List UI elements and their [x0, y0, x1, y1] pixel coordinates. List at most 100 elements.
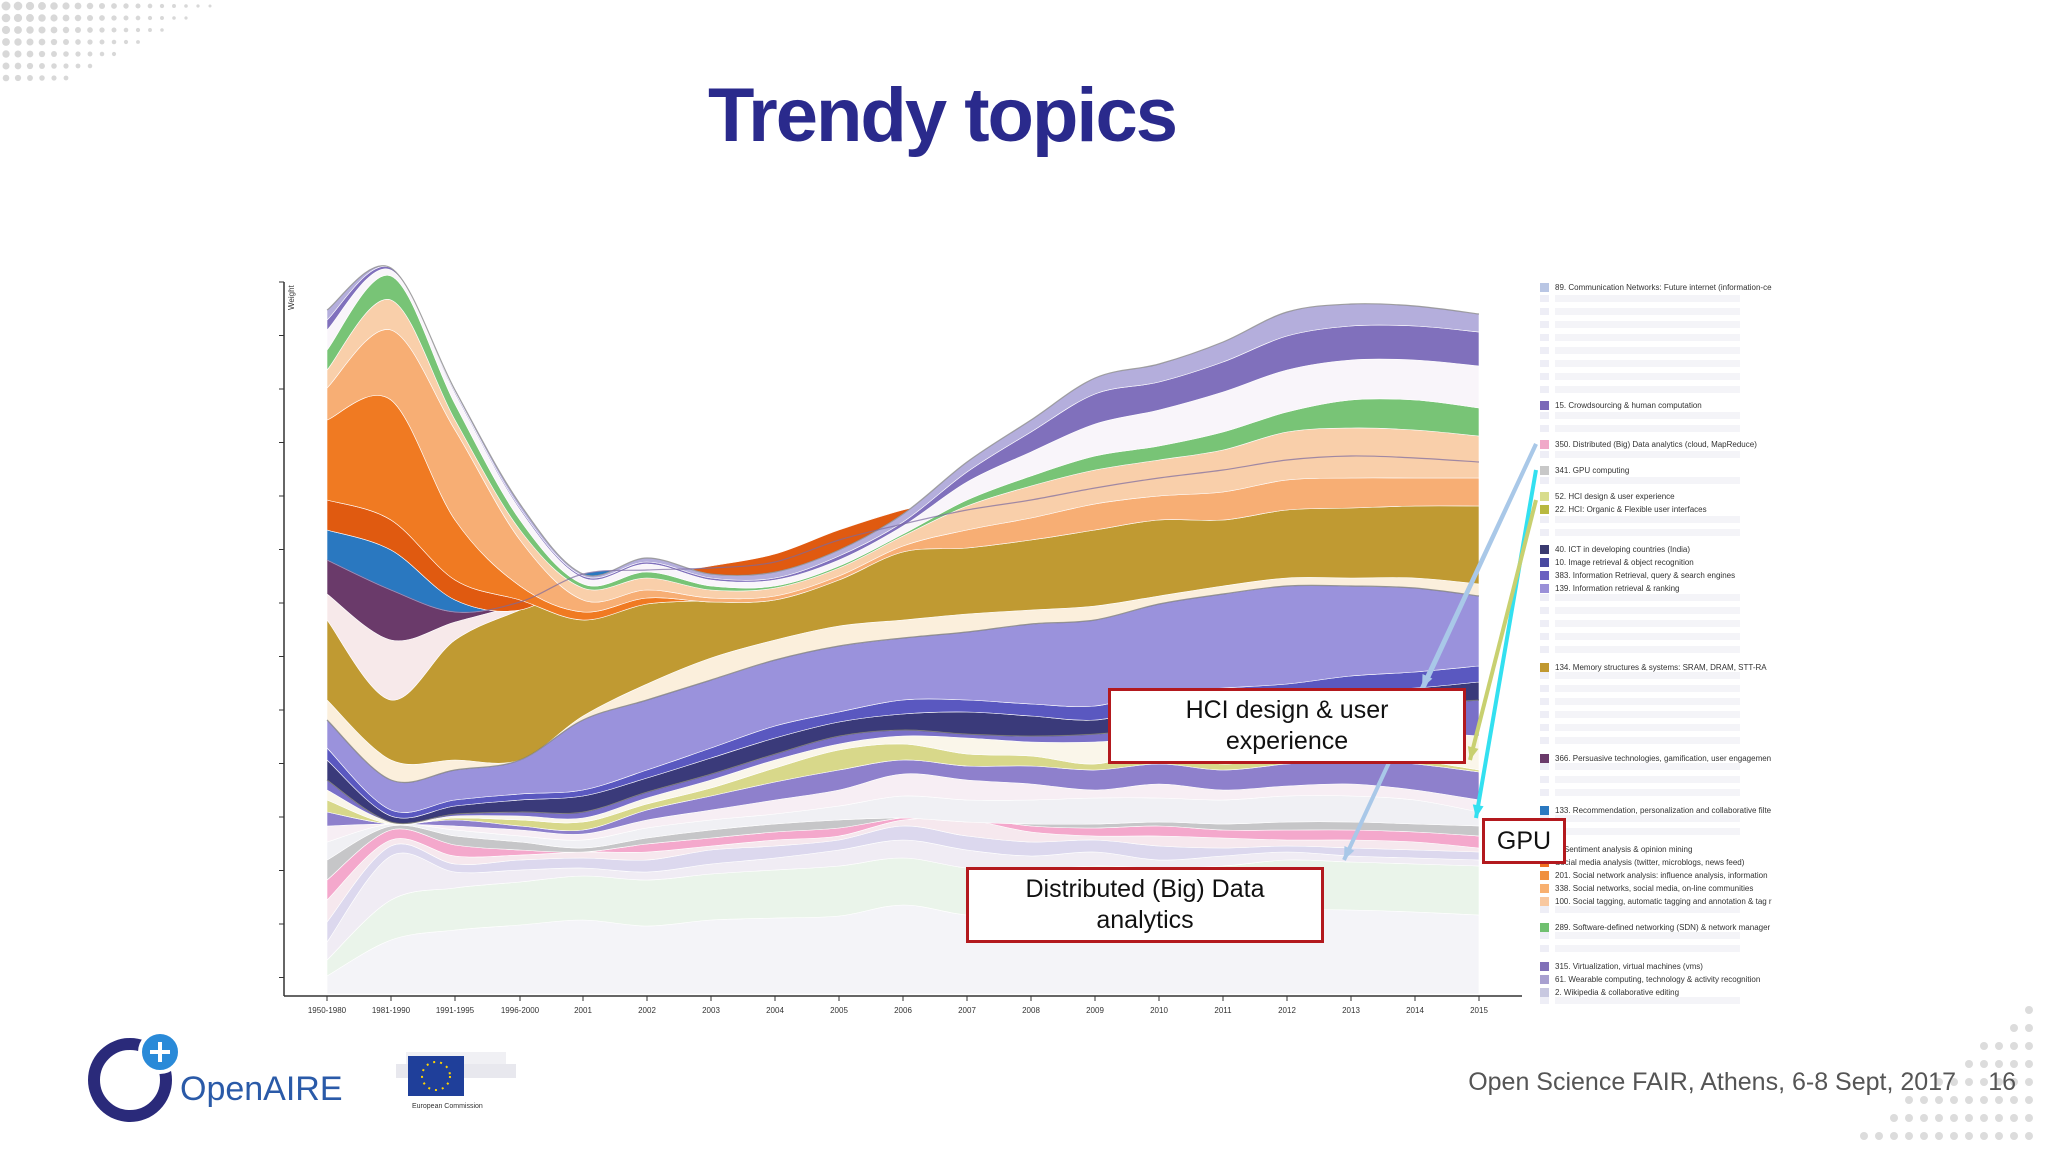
legend-item[interactable]: 61. Wearable computing, technology & act…: [1540, 972, 1795, 986]
legend-label: 341. GPU computing: [1555, 465, 1630, 475]
legend-item-faded: [1540, 711, 1780, 718]
legend-item-faded: [1540, 607, 1780, 614]
legend-swatch: [1540, 439, 1549, 449]
x-tick-label: 2001: [574, 1006, 592, 1015]
slide-title: Trendy topics: [707, 73, 1178, 158]
x-tick-label: 2013: [1342, 1006, 1360, 1015]
openaire-logo: OpenAIRE: [88, 1030, 343, 1122]
legend-item[interactable]: 201. Social network analysis: influence …: [1540, 868, 1795, 882]
legend-item[interactable]: 139. Information retrieval & ranking: [1540, 581, 1795, 595]
legend-item-faded: [1540, 828, 1780, 835]
legend-label: 139. Information retrieval & ranking: [1555, 583, 1680, 593]
legend-item-faded: [1540, 932, 1780, 939]
x-tick-label: 2010: [1150, 1006, 1168, 1015]
legend-item-faded: [1540, 724, 1780, 731]
legend-item-faded: [1540, 308, 1780, 315]
y-axis-label: Weight: [287, 284, 296, 310]
x-tick-label: 2011: [1214, 1006, 1232, 1015]
legend-item-faded: [1540, 412, 1780, 419]
legend-item[interactable]: 100. Social tagging, automatic tagging a…: [1540, 894, 1795, 908]
legend-item-faded: [1540, 763, 1780, 770]
legend-swatch: [1540, 753, 1549, 763]
stream-outline: [326, 455, 1480, 613]
legend-item[interactable]: 289. Software-defined networking (SDN) &…: [1540, 920, 1795, 934]
legend-item-faded: [1540, 360, 1780, 367]
legend-item-faded: [1540, 334, 1780, 341]
x-tick-label: 1996-2000: [501, 1006, 540, 1015]
legend-item[interactable]: 134. Memory structures & systems: SRAM, …: [1540, 660, 1795, 674]
legend-item[interactable]: 338. Social networks, social media, on-l…: [1540, 881, 1795, 895]
legend-label: 100. Social tagging, automatic tagging a…: [1555, 896, 1772, 906]
legend-label: 6. Sentiment analysis & opinion mining: [1555, 844, 1693, 854]
openaire-logo-text: OpenAIRE: [180, 1070, 343, 1108]
legend-swatch: [1540, 282, 1549, 292]
legend-item-faded: [1540, 295, 1780, 302]
legend-label: 10. Image retrieval & object recognition: [1555, 557, 1694, 567]
legend-item[interactable]: 383. Information Retrieval, query & sear…: [1540, 568, 1795, 582]
legend-item[interactable]: 2. Wikipedia & collaborative editing: [1540, 985, 1795, 999]
legend-swatch: [1540, 570, 1549, 580]
legend-swatch: [1540, 805, 1549, 815]
legend-item[interactable]: Social media analysis (twitter, microblo…: [1540, 855, 1795, 869]
legend-item[interactable]: 366. Persuasive technologies, gamificati…: [1540, 751, 1795, 765]
legend-item[interactable]: 52. HCI design & user experience: [1540, 489, 1795, 503]
legend-item-faded: [1540, 373, 1780, 380]
legend-label: 40. ICT in developing countries (India): [1555, 544, 1691, 554]
legend-item[interactable]: 315. Virtualization, virtual machines (v…: [1540, 959, 1795, 973]
arrow-head: [1422, 674, 1433, 688]
callout-arrow: [1420, 443, 1538, 689]
x-tick-label: 2007: [958, 1006, 976, 1015]
legend-item[interactable]: 341. GPU computing: [1540, 463, 1795, 477]
callout-big-data: Distributed (Big) Data analytics: [966, 867, 1324, 943]
callout-arrow: [1468, 499, 1538, 761]
legend-item-faded: [1540, 776, 1780, 783]
legend-swatch: [1540, 922, 1549, 932]
legend-swatch: [1540, 961, 1549, 971]
legend-label: 133. Recommendation, personalization and…: [1555, 805, 1772, 815]
x-tick-label: 1950-1980: [308, 1006, 347, 1015]
x-tick-label: 2014: [1406, 1006, 1424, 1015]
legend-swatch: [1540, 491, 1549, 501]
legend-item-faded: [1540, 477, 1780, 484]
x-tick-label: 2004: [766, 1006, 784, 1015]
legend-label: 315. Virtualization, virtual machines (v…: [1555, 961, 1703, 971]
legend-swatch: [1540, 987, 1549, 997]
legend-item[interactable]: 40. ICT in developing countries (India): [1540, 542, 1795, 556]
legend-label: 22. HCI: Organic & Flexible user interfa…: [1555, 504, 1707, 514]
legend-swatch: [1540, 583, 1549, 593]
legend-label: 350. Distributed (Big) Data analytics (c…: [1555, 439, 1757, 449]
legend-item-faded: [1540, 529, 1780, 536]
legend-item[interactable]: 350. Distributed (Big) Data analytics (c…: [1540, 437, 1795, 451]
legend-item-faded: [1540, 321, 1780, 328]
legend-item[interactable]: 133. Recommendation, personalization and…: [1540, 803, 1795, 817]
x-tick-label: 2008: [1022, 1006, 1040, 1015]
legend-item-faded: [1540, 386, 1780, 393]
legend-label: 338. Social networks, social media, on-l…: [1555, 883, 1754, 893]
legend-label: 15. Crowdsourcing & human computation: [1555, 400, 1702, 410]
legend-item-faded: [1540, 646, 1780, 653]
callout-arrow: [1474, 469, 1538, 819]
legend-label: 52. HCI design & user experience: [1555, 491, 1675, 501]
legend-swatch: [1540, 544, 1549, 554]
legend-item-faded: [1540, 516, 1780, 523]
legend-item-faded: [1540, 737, 1780, 744]
legend-swatch: [1540, 883, 1549, 893]
legend-label: 289. Software-defined networking (SDN) &…: [1555, 922, 1771, 932]
legend-item-faded: [1540, 347, 1780, 354]
legend-item[interactable]: 89. Communication Networks: Future inter…: [1540, 280, 1795, 294]
legend-item[interactable]: 15. Crowdsourcing & human computation: [1540, 398, 1795, 412]
x-tick-label: 1981-1990: [372, 1006, 411, 1015]
legend-item-faded: [1540, 672, 1780, 679]
legend-item[interactable]: 10. Image retrieval & object recognition: [1540, 555, 1795, 569]
legend-item-faded: [1540, 633, 1780, 640]
legend-label: Social media analysis (twitter, microblo…: [1555, 857, 1745, 867]
legend-item[interactable]: 6. Sentiment analysis & opinion mining: [1540, 842, 1795, 856]
legend-swatch: [1540, 400, 1549, 410]
arrow-head: [1344, 846, 1355, 860]
legend-label: 366. Persuasive technologies, gamificati…: [1555, 753, 1772, 763]
x-tick-label: 2006: [894, 1006, 912, 1015]
callout-gpu: GPU: [1482, 818, 1566, 864]
legend-item[interactable]: 22. HCI: Organic & Flexible user interfa…: [1540, 502, 1795, 516]
x-tick-label: 2015: [1470, 1006, 1488, 1015]
legend-item-faded: [1540, 594, 1780, 601]
